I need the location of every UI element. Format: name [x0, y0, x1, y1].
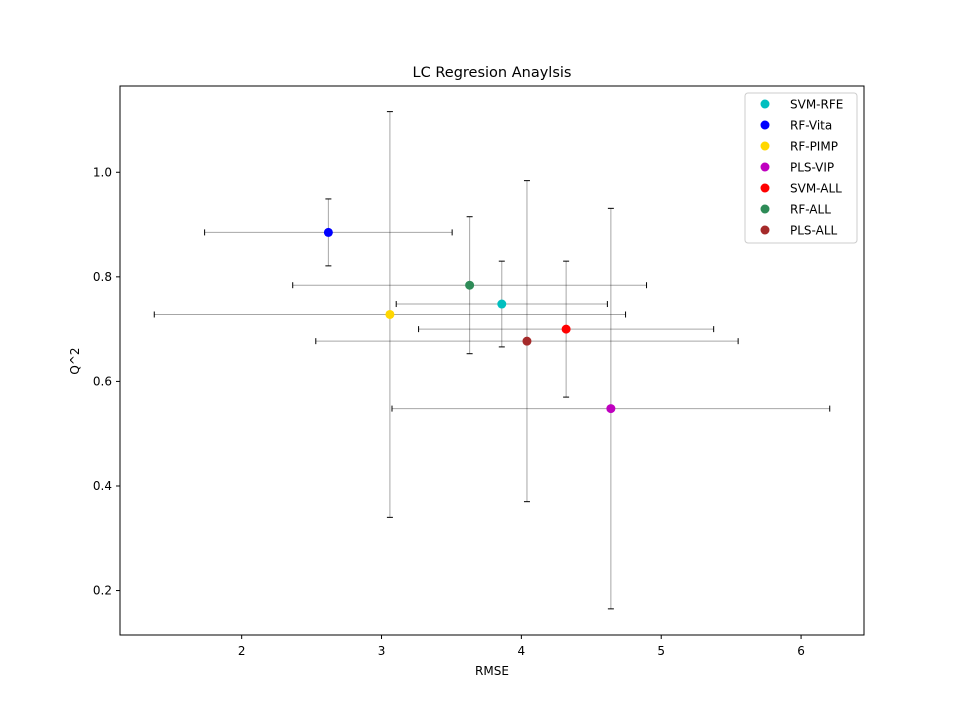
data-point — [323, 227, 333, 237]
data-point — [497, 299, 507, 309]
chart-title: LC Regresion Anaylsis — [413, 65, 572, 81]
legend-label: RF-Vita — [790, 119, 832, 133]
y-tick-label: 0.2 — [93, 584, 112, 598]
y-tick-label: 0.4 — [93, 479, 112, 493]
y-tick-label: 0.8 — [93, 270, 112, 284]
y-tick-label: 1.0 — [93, 165, 112, 179]
legend-marker — [760, 120, 770, 130]
legend-label: PLS-ALL — [790, 224, 838, 238]
y-tick-label: 0.6 — [93, 374, 112, 388]
data-points — [323, 227, 616, 414]
x-tick-label: 4 — [518, 644, 526, 658]
legend-marker — [760, 204, 770, 214]
x-tick-label: 2 — [238, 644, 246, 658]
legend-marker — [760, 225, 770, 235]
legend-marker — [760, 162, 770, 172]
y-axis-ticks: 0.2 0.4 0.6 0.8 1.0 — [93, 165, 120, 598]
data-point — [561, 324, 571, 334]
legend-label: RF-PIMP — [790, 140, 838, 154]
legend-marker — [760, 141, 770, 151]
legend-marker — [760, 183, 770, 193]
plot-area-frame — [119, 85, 865, 636]
legend-label: PLS-VIP — [790, 161, 834, 175]
legend-label: RF-ALL — [790, 203, 831, 217]
x-axis-label: RMSE — [475, 664, 509, 678]
x-tick-label: 6 — [797, 644, 805, 658]
data-point — [522, 336, 532, 346]
legend-marker — [760, 99, 770, 109]
x-tick-label: 5 — [657, 644, 665, 658]
data-point — [606, 404, 616, 414]
error-bars — [153, 111, 831, 610]
data-point — [465, 280, 475, 290]
legend-label: SVM-RFE — [790, 98, 843, 112]
y-axis-label: Q^2 — [68, 347, 82, 374]
data-point — [385, 309, 395, 319]
legend: SVM-RFE RF-Vita RF-PIMP PLS-VIP SVM-ALL RF-AL… — [744, 92, 858, 244]
x-axis-ticks: 2 3 4 5 6 — [238, 635, 805, 658]
x-tick-label: 3 — [378, 644, 386, 658]
legend-frame — [744, 92, 858, 244]
legend-label: SVM-ALL — [790, 182, 842, 196]
